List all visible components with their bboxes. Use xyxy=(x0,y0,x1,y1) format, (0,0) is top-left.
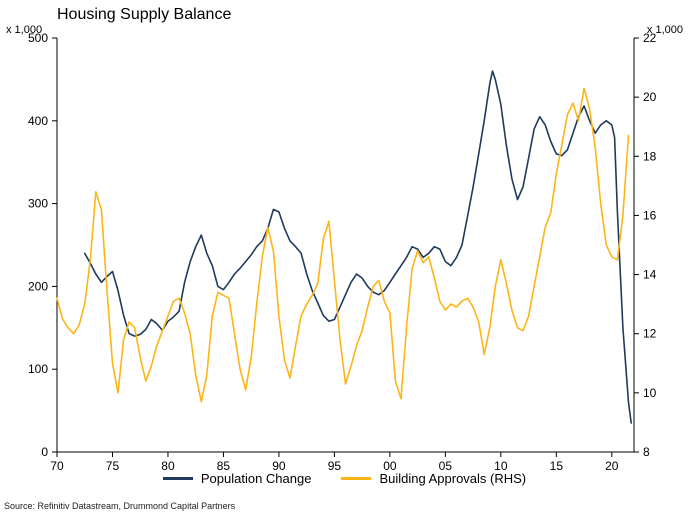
right-axis-tick-label: 10 xyxy=(643,386,657,400)
chart-title: Housing Supply Balance xyxy=(57,6,232,23)
x-axis-tick-label: 90 xyxy=(272,459,286,473)
legend-item-population-change: Population Change xyxy=(162,471,312,486)
left-axis-tick-label: 100 xyxy=(28,362,48,376)
x-axis-tick-label: 80 xyxy=(161,459,175,473)
population-change-line xyxy=(83,70,633,424)
left-axis-tick-label: 300 xyxy=(28,197,48,211)
right-axis-tick-label: 14 xyxy=(643,268,657,282)
x-axis-tick-label: 00 xyxy=(383,459,397,473)
right-axis-tick-label: 16 xyxy=(643,208,657,222)
x-axis-tick-label: 10 xyxy=(494,459,508,473)
x-axis-tick-label: 85 xyxy=(217,459,231,473)
left-axis-tick-label: 500 xyxy=(28,31,48,45)
right-axis-tick-label: 8 xyxy=(643,445,650,459)
legend-item-building-approvals: Building Approvals (RHS) xyxy=(341,471,526,486)
x-axis-tick-label: 15 xyxy=(550,459,564,473)
population-change-line-swatch xyxy=(162,477,193,480)
x-axis-tick-label: 20 xyxy=(605,459,619,473)
source-note: Source: Refinitiv Datastream, Drummond C… xyxy=(4,501,236,511)
right-axis-tick-label: 22 xyxy=(643,31,657,45)
x-axis-tick-label: 95 xyxy=(328,459,342,473)
left-axis-tick-label: 0 xyxy=(41,445,48,459)
left-axis-tick-label: 400 xyxy=(28,114,48,128)
building-approvals-rhs-line xyxy=(56,87,630,403)
left-axis-unit-label: x 1,000 xyxy=(6,24,43,36)
x-axis-tick-label: 75 xyxy=(106,459,120,473)
right-axis-unit-label: x 1,000 xyxy=(646,24,683,36)
x-axis-tick-label: 05 xyxy=(439,459,453,473)
legend-label-building-approvals: Building Approvals (RHS) xyxy=(379,471,527,486)
right-axis-tick-label: 20 xyxy=(643,90,657,104)
right-axis-tick-label: 12 xyxy=(643,327,657,341)
left-axis-tick-label: 200 xyxy=(28,279,48,293)
x-axis-tick-label: 70 xyxy=(50,459,64,473)
building-approvals-line-swatch xyxy=(341,477,372,480)
chart-legend: Population Change Building Approvals (RH… xyxy=(0,471,689,486)
right-axis-tick-label: 18 xyxy=(643,149,657,163)
legend-label-population-change: Population Change xyxy=(200,471,312,486)
